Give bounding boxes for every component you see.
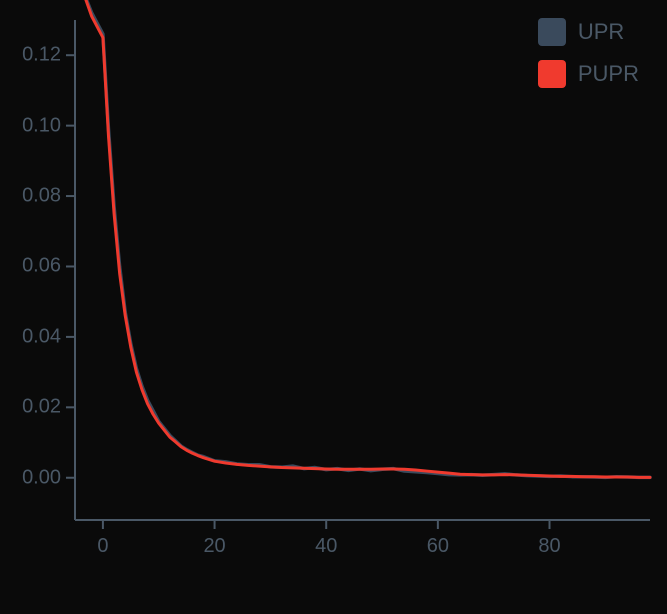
x-tick-label: 40 [315,535,337,558]
legend-label: PUPR [578,61,639,87]
y-tick-label: 0.04 [11,325,61,348]
y-tick-label: 0.02 [11,396,61,419]
legend-item: PUPR [538,60,639,88]
legend-swatch [538,60,566,88]
y-tick-label: 0.12 [11,44,61,67]
chart-plot [0,0,667,614]
y-tick-label: 0.10 [11,114,61,137]
legend-item: UPR [538,18,639,46]
x-tick-label: 60 [427,535,449,558]
x-tick-label: 20 [203,535,225,558]
chart-container: UPR PUPR 0.00 0.02 0.04 0.06 0.08 0.10 0.12 0 20 4… [0,0,667,614]
legend-swatch [538,18,566,46]
y-tick-label: 0.08 [11,185,61,208]
y-tick-label: 0.06 [11,255,61,278]
y-tick-label: 0.00 [11,466,61,489]
legend: UPR PUPR [538,18,639,88]
x-tick-label: 0 [97,535,108,558]
x-tick-label: 80 [538,535,560,558]
legend-label: UPR [578,19,624,45]
